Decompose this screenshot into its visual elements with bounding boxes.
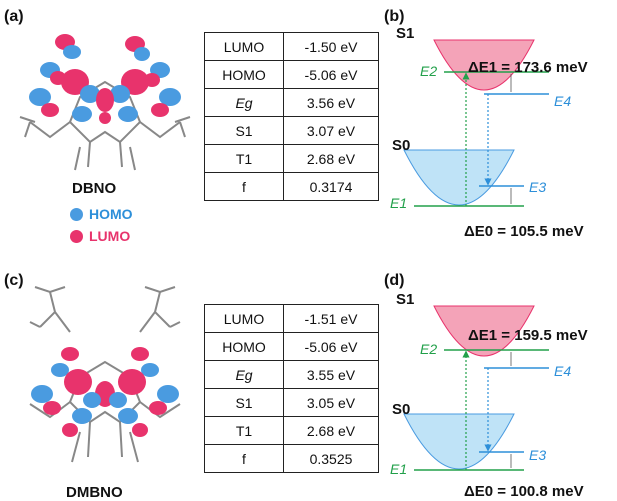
panel-label-d: (d) xyxy=(384,272,405,289)
table-key: HOMO xyxy=(204,60,284,89)
table-value: 3.55 eV xyxy=(283,360,379,389)
table-row: T1 2.68 eV xyxy=(204,144,379,173)
s0-parabola xyxy=(403,149,515,206)
molecule-name-dmbno: DMBNO xyxy=(66,484,123,501)
delta-e0-label: ΔE0 = 105.5 meV xyxy=(464,223,584,240)
table-row: f 0.3174 xyxy=(204,172,379,201)
s1-parabola xyxy=(433,305,535,357)
delta-e0-label: ΔE0 = 100.8 meV xyxy=(464,483,584,500)
molecule-name-dbno: DBNO xyxy=(72,180,117,197)
table-value: 3.07 eV xyxy=(283,116,379,145)
e2-label: E2 xyxy=(420,63,437,79)
table-value: 3.56 eV xyxy=(283,88,379,117)
table-row: S1 3.07 eV xyxy=(204,116,379,145)
table-value: 3.05 eV xyxy=(283,388,379,417)
dbno-orbital-image xyxy=(19,34,191,171)
e2-label: E2 xyxy=(420,341,437,357)
table-key: T1 xyxy=(204,416,284,445)
dbno-properties-table: LUMO -1.50 eV HOMO -5.06 eV Eg 3.56 eV S1 3.… xyxy=(204,32,379,201)
table-row: Eg 3.55 eV xyxy=(204,360,379,389)
e3-label: E3 xyxy=(529,179,546,195)
table-row: HOMO -5.06 eV xyxy=(204,60,379,89)
e1-label: E1 xyxy=(390,195,407,211)
s1-parabola xyxy=(433,39,535,91)
table-row: HOMO -5.06 eV xyxy=(204,332,379,361)
homo-dot-icon xyxy=(70,208,83,221)
table-value: -5.06 eV xyxy=(283,60,379,89)
e4-label: E4 xyxy=(554,363,571,379)
lumo-dot-icon xyxy=(70,230,83,243)
panel-label-c: (c) xyxy=(4,272,24,289)
s0-label: S0 xyxy=(392,401,410,418)
table-value: 2.68 eV xyxy=(283,144,379,173)
table-key: f xyxy=(204,172,284,201)
table-key: S1 xyxy=(204,388,284,417)
table-row: f 0.3525 xyxy=(204,444,379,473)
legend-lumo-label: LUMO xyxy=(89,228,131,244)
s1-label: S1 xyxy=(396,291,414,308)
table-row: S1 3.05 eV xyxy=(204,388,379,417)
table-key: LUMO xyxy=(204,304,284,333)
legend-homo-label: HOMO xyxy=(89,206,133,222)
panel-label-b: (b) xyxy=(384,8,405,25)
e4-label: E4 xyxy=(554,93,571,109)
delta-e1-label: ΔE1 = 173.6 meV xyxy=(468,59,588,76)
table-key: LUMO xyxy=(204,32,284,61)
table-value: 2.68 eV xyxy=(283,416,379,445)
legend-lumo: LUMO xyxy=(70,228,130,244)
table-key: Eg xyxy=(204,360,284,389)
e1-label: E1 xyxy=(390,461,407,477)
energy-diagram-dmbno: S1 S0 E2 E4 E1 E3 ΔE1 = 159.5 meV ΔE0 = … xyxy=(390,291,588,500)
table-row: LUMO -1.51 eV xyxy=(204,304,379,333)
s1-label: S1 xyxy=(396,25,414,42)
delta-e1-label: ΔE1 = 159.5 meV xyxy=(468,327,588,344)
e3-label: E3 xyxy=(529,447,546,463)
table-row: Eg 3.56 eV xyxy=(204,88,379,117)
table-key: Eg xyxy=(204,88,284,117)
table-key: HOMO xyxy=(204,332,284,361)
table-value: -1.51 eV xyxy=(283,304,379,333)
table-value: -1.50 eV xyxy=(283,32,379,61)
dmbno-properties-table: LUMO -1.51 eV HOMO -5.06 eV Eg 3.55 eV S1 3.… xyxy=(204,304,379,473)
table-value: 0.3525 xyxy=(283,444,379,473)
table-key: f xyxy=(204,444,284,473)
dmbno-orbital-image xyxy=(29,286,181,463)
panel-label-a: (a) xyxy=(4,8,24,25)
table-key: S1 xyxy=(204,116,284,145)
legend-homo: HOMO xyxy=(70,206,133,222)
s0-parabola xyxy=(403,413,515,470)
table-row: T1 2.68 eV xyxy=(204,416,379,445)
table-row: LUMO -1.50 eV xyxy=(204,32,379,61)
table-value: -5.06 eV xyxy=(283,332,379,361)
s0-label: S0 xyxy=(392,137,410,154)
energy-diagram-dbno: S1 S0 E2 E4 E1 E3 ΔE1 = 173.6 meV ΔE0 = … xyxy=(390,25,588,240)
table-value: 0.3174 xyxy=(283,172,379,201)
table-key: T1 xyxy=(204,144,284,173)
